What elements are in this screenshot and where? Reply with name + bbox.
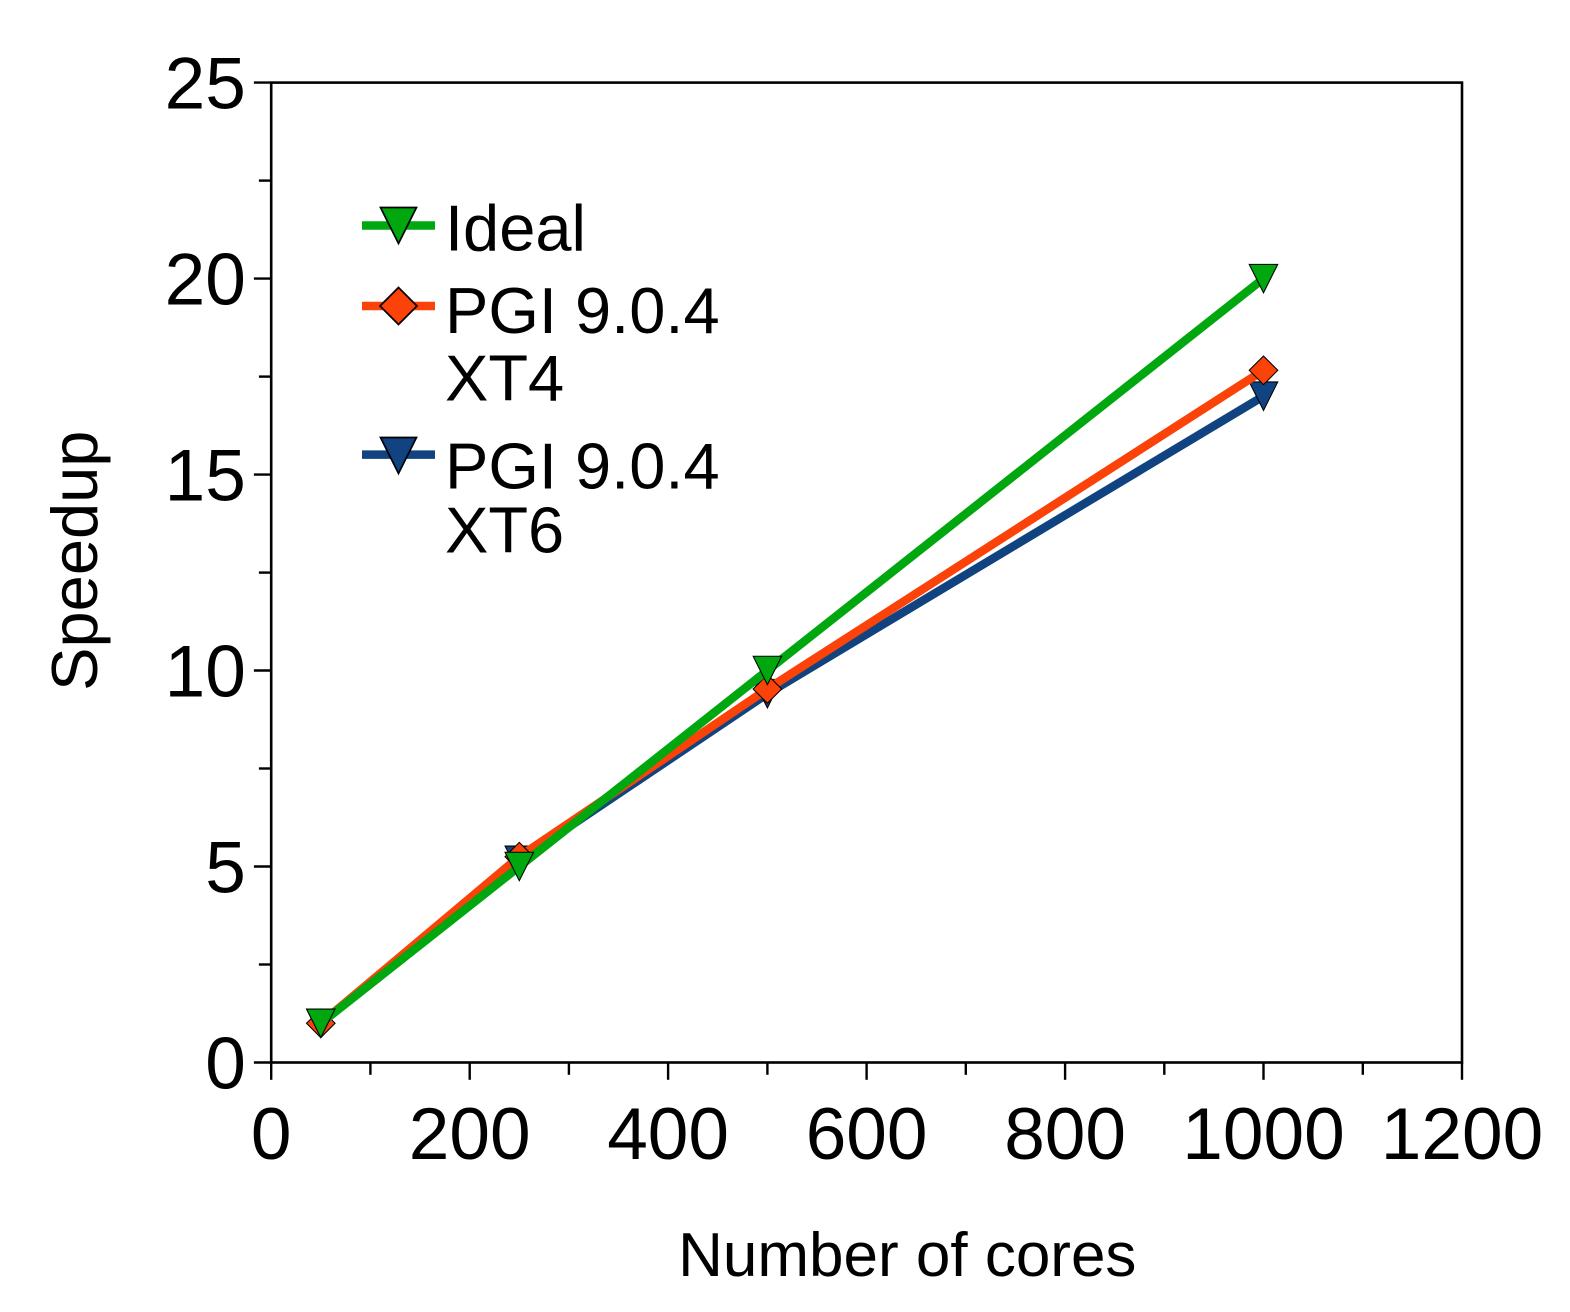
svg-text:400: 400	[607, 1094, 729, 1175]
svg-text:Number of cores: Number of cores	[678, 1221, 1136, 1290]
svg-text:1000: 1000	[1182, 1094, 1344, 1175]
svg-text:PGI 9.0.4: PGI 9.0.4	[445, 429, 720, 502]
svg-text:0: 0	[205, 1024, 246, 1105]
svg-text:5: 5	[205, 828, 246, 909]
svg-text:10: 10	[165, 632, 246, 713]
svg-text:Speedup: Speedup	[38, 431, 111, 691]
svg-text:Ideal: Ideal	[445, 191, 586, 264]
svg-text:25: 25	[165, 44, 246, 125]
svg-text:800: 800	[1004, 1094, 1126, 1175]
svg-text:PGI 9.0.4: PGI 9.0.4	[445, 274, 720, 347]
svg-text:XT4: XT4	[445, 341, 564, 414]
svg-text:15: 15	[165, 436, 246, 517]
svg-text:0: 0	[251, 1094, 292, 1175]
svg-text:1200: 1200	[1381, 1094, 1543, 1175]
svg-text:20: 20	[165, 240, 246, 321]
svg-text:600: 600	[806, 1094, 928, 1175]
svg-text:200: 200	[409, 1094, 531, 1175]
svg-text:XT6: XT6	[445, 494, 564, 567]
